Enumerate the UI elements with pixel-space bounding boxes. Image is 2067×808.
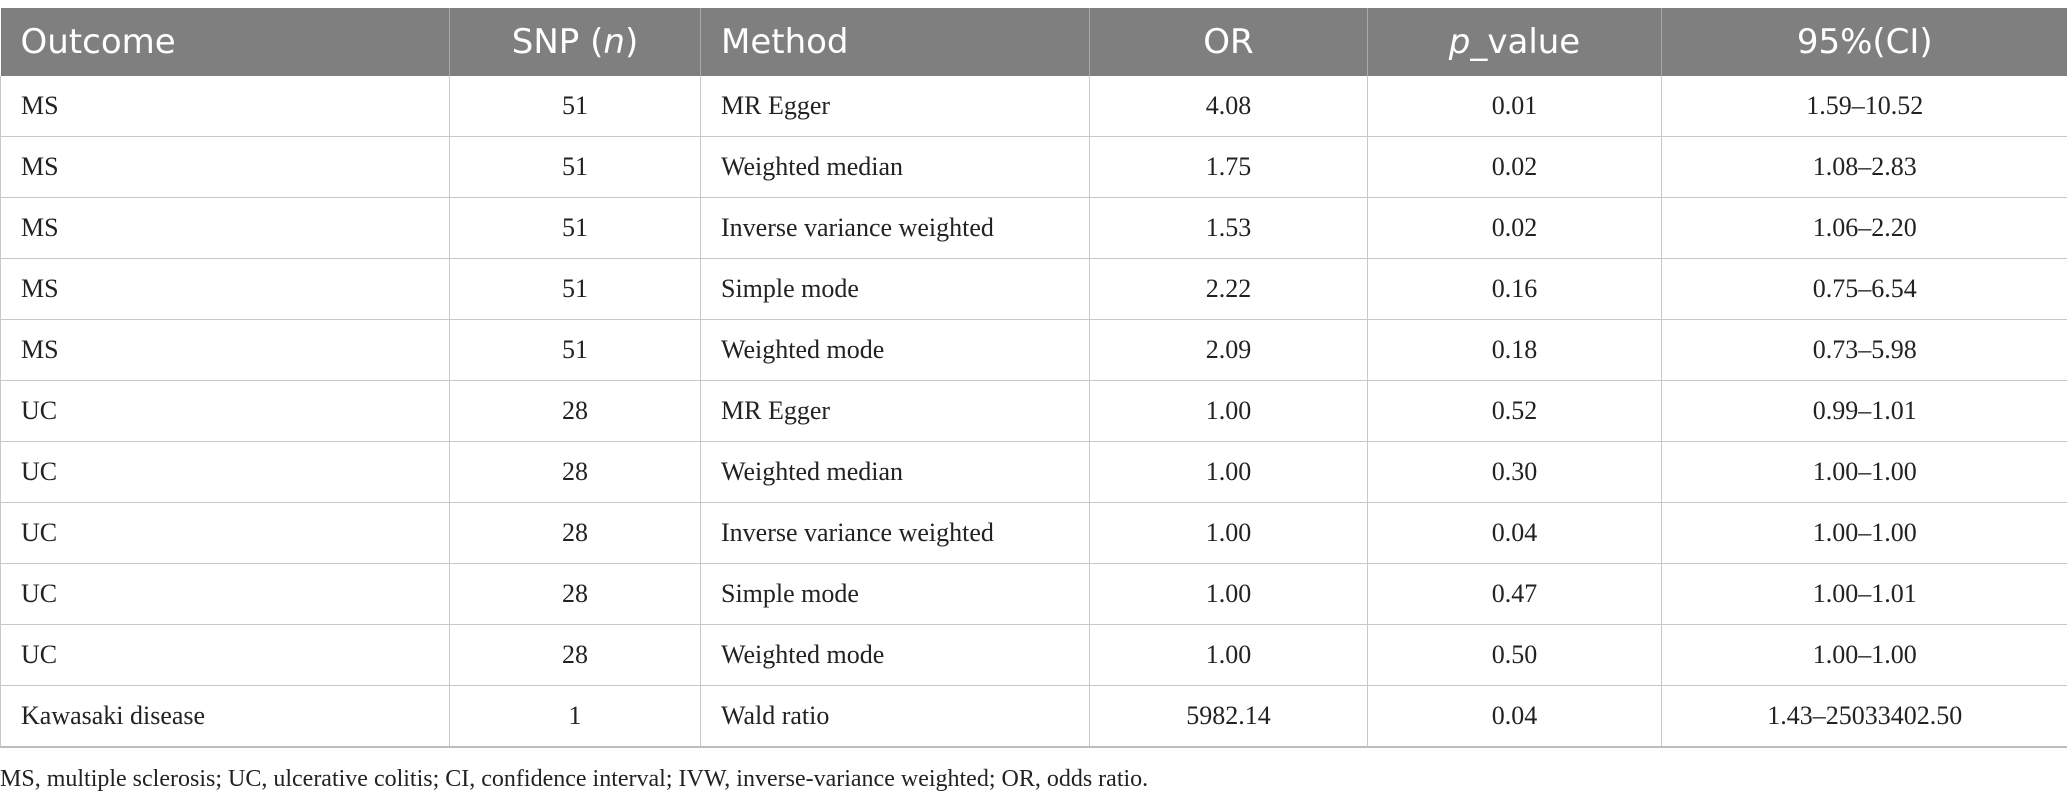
cell-method: Inverse variance weighted	[700, 502, 1090, 564]
cell-p-value: 0.52	[1367, 380, 1662, 442]
table-row: UC 28 Weighted mode 1.00 0.50 1.00–1.00	[0, 624, 2067, 686]
table-body: MS 51 MR Egger 4.08 0.01 1.59–10.52 MS 51 Weight…	[0, 76, 2067, 748]
cell-or: 1.53	[1089, 197, 1368, 259]
cell-snp-n: 28	[449, 502, 701, 564]
cell-outcome: MS	[0, 197, 450, 259]
cell-snp-n: 28	[449, 441, 701, 503]
cell-outcome: MS	[0, 136, 450, 198]
cell-p-value: 0.16	[1367, 258, 1662, 320]
cell-snp-n: 51	[449, 319, 701, 381]
cell-snp-n: 51	[449, 197, 701, 259]
cell-snp-n: 28	[449, 380, 701, 442]
table-row: UC 28 Inverse variance weighted 1.00 0.04 1.0…	[0, 502, 2067, 564]
cell-p-value: 0.04	[1367, 685, 1662, 748]
header-outcome: Outcome	[0, 8, 450, 76]
table-row: MS 51 Inverse variance weighted 1.53 0.02 1.0…	[0, 197, 2067, 259]
cell-or: 1.00	[1089, 441, 1368, 503]
table-header: Outcome SNP (n) Method OR p_value 95%(CI…	[0, 8, 2067, 76]
cell-method: Wald ratio	[700, 685, 1090, 748]
cell-ci: 0.73–5.98	[1661, 319, 2067, 381]
cell-or: 5982.14	[1089, 685, 1368, 748]
cell-ci: 1.00–1.00	[1661, 441, 2067, 503]
cell-outcome: MS	[0, 76, 450, 137]
results-table: Outcome SNP (n) Method OR p_value 95%(CI…	[0, 8, 2067, 748]
cell-method: MR Egger	[700, 76, 1090, 137]
header-row: Outcome SNP (n) Method OR p_value 95%(CI…	[0, 8, 2067, 76]
cell-p-value: 0.47	[1367, 563, 1662, 625]
cell-ci: 1.43–25033402.50	[1661, 685, 2067, 748]
header-snp-n: SNP (n)	[449, 8, 701, 76]
cell-ci: 0.75–6.54	[1661, 258, 2067, 320]
cell-method: MR Egger	[700, 380, 1090, 442]
cell-ci: 1.08–2.83	[1661, 136, 2067, 198]
table-row: UC 28 MR Egger 1.00 0.52 0.99–1.01	[0, 380, 2067, 442]
cell-method: Inverse variance weighted	[700, 197, 1090, 259]
cell-outcome: UC	[0, 624, 450, 686]
cell-snp-n: 51	[449, 258, 701, 320]
table-row: UC 28 Simple mode 1.00 0.47 1.00–1.01	[0, 563, 2067, 625]
cell-snp-n: 28	[449, 563, 701, 625]
table-row: Kawasaki disease 1 Wald ratio 5982.14 0.04 1.…	[0, 685, 2067, 748]
cell-snp-n: 51	[449, 76, 701, 137]
table-row: MS 51 Weighted mode 2.09 0.18 0.73–5.98	[0, 319, 2067, 381]
cell-ci: 1.00–1.01	[1661, 563, 2067, 625]
header-or: OR	[1089, 8, 1368, 76]
cell-outcome: MS	[0, 258, 450, 320]
cell-or: 1.00	[1089, 502, 1368, 564]
cell-outcome: UC	[0, 502, 450, 564]
header-method: Method	[700, 8, 1090, 76]
cell-or: 1.75	[1089, 136, 1368, 198]
cell-method: Simple mode	[700, 258, 1090, 320]
cell-or: 4.08	[1089, 76, 1368, 137]
cell-or: 1.00	[1089, 563, 1368, 625]
cell-p-value: 0.30	[1367, 441, 1662, 503]
cell-outcome: MS	[0, 319, 450, 381]
cell-outcome: UC	[0, 563, 450, 625]
cell-outcome: UC	[0, 380, 450, 442]
header-ci: 95%(CI)	[1661, 8, 2067, 76]
cell-snp-n: 51	[449, 136, 701, 198]
cell-outcome: Kawasaki disease	[0, 685, 450, 748]
table-row: MS 51 MR Egger 4.08 0.01 1.59–10.52	[0, 76, 2067, 137]
cell-method: Weighted median	[700, 441, 1090, 503]
table-footnote: MS, multiple sclerosis; UC, ulcerative c…	[0, 766, 1149, 792]
cell-ci: 1.06–2.20	[1661, 197, 2067, 259]
header-p-value: p_value	[1367, 8, 1662, 76]
cell-p-value: 0.04	[1367, 502, 1662, 564]
cell-method: Simple mode	[700, 563, 1090, 625]
cell-p-value: 0.01	[1367, 76, 1662, 137]
cell-p-value: 0.02	[1367, 136, 1662, 198]
cell-ci: 1.59–10.52	[1661, 76, 2067, 137]
cell-ci: 1.00–1.00	[1661, 502, 2067, 564]
results-table-container: Outcome SNP (n) Method OR p_value 95%(CI…	[0, 8, 2067, 748]
cell-p-value: 0.18	[1367, 319, 1662, 381]
table-row: UC 28 Weighted median 1.00 0.30 1.00–1.00	[0, 441, 2067, 503]
cell-snp-n: 1	[449, 685, 701, 748]
table-row: MS 51 Weighted median 1.75 0.02 1.08–2.83	[0, 136, 2067, 198]
cell-ci: 1.00–1.00	[1661, 624, 2067, 686]
cell-p-value: 0.02	[1367, 197, 1662, 259]
cell-method: Weighted mode	[700, 319, 1090, 381]
table-row: MS 51 Simple mode 2.22 0.16 0.75–6.54	[0, 258, 2067, 320]
cell-p-value: 0.50	[1367, 624, 1662, 686]
cell-method: Weighted mode	[700, 624, 1090, 686]
cell-or: 2.09	[1089, 319, 1368, 381]
cell-or: 2.22	[1089, 258, 1368, 320]
cell-ci: 0.99–1.01	[1661, 380, 2067, 442]
cell-or: 1.00	[1089, 624, 1368, 686]
cell-outcome: UC	[0, 441, 450, 503]
cell-snp-n: 28	[449, 624, 701, 686]
cell-or: 1.00	[1089, 380, 1368, 442]
cell-method: Weighted median	[700, 136, 1090, 198]
